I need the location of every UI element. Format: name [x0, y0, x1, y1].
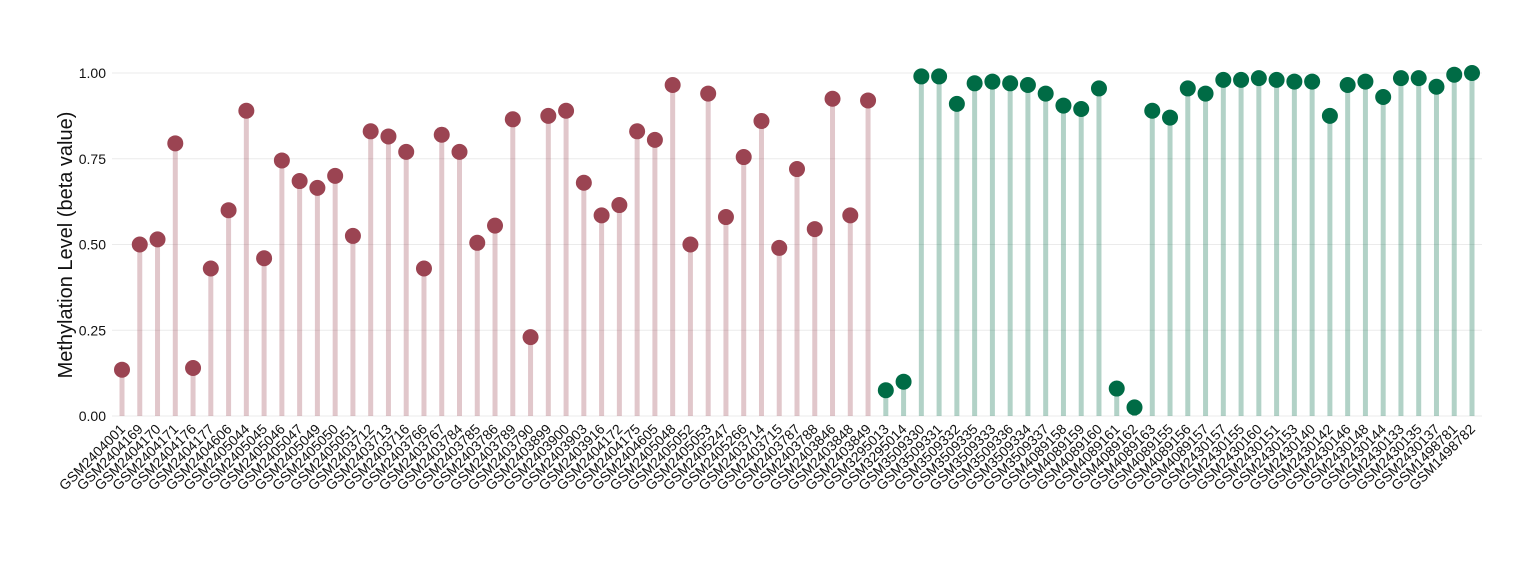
point [1019, 77, 1036, 94]
point [1037, 85, 1054, 102]
point [451, 143, 468, 160]
point [433, 126, 450, 143]
point [700, 85, 717, 102]
point [575, 174, 592, 191]
point [504, 111, 521, 128]
point [629, 123, 646, 140]
point [202, 260, 219, 277]
point [753, 113, 770, 130]
point [238, 102, 255, 119]
point [1233, 71, 1250, 88]
point [682, 236, 699, 253]
point [984, 73, 1001, 90]
point [664, 77, 681, 94]
point [1375, 89, 1392, 106]
point [558, 102, 575, 119]
y-tick-label: 0.00 [79, 408, 106, 424]
point [1144, 102, 1161, 119]
point [1002, 75, 1019, 92]
point [860, 92, 877, 109]
point [771, 239, 788, 256]
point [1179, 80, 1196, 97]
point [540, 107, 557, 124]
point [522, 329, 539, 346]
point [1090, 80, 1107, 97]
point [1215, 71, 1232, 88]
point [149, 231, 166, 248]
point [931, 68, 948, 85]
point [1073, 101, 1090, 118]
point [1446, 66, 1463, 83]
point [913, 68, 930, 85]
point [1304, 73, 1321, 90]
point [1339, 77, 1356, 94]
point [877, 382, 894, 399]
point [1410, 70, 1427, 87]
point [487, 217, 504, 234]
point [380, 128, 397, 145]
point [1464, 65, 1480, 81]
point [1268, 71, 1285, 88]
point [895, 373, 912, 390]
point [1286, 73, 1303, 90]
point [273, 152, 290, 169]
y-tick-label: 0.25 [79, 322, 106, 338]
point [1108, 380, 1125, 397]
point [611, 197, 628, 214]
point [167, 135, 184, 152]
point [185, 359, 202, 376]
point [398, 143, 415, 160]
point [220, 202, 237, 219]
point [309, 179, 326, 196]
point [1392, 70, 1409, 87]
y-axis-label: Methylation Level (beta value) [55, 112, 77, 379]
point [1428, 78, 1445, 95]
point [1162, 109, 1179, 126]
point [131, 236, 148, 253]
point [789, 161, 805, 178]
point [415, 260, 432, 277]
point [362, 123, 379, 140]
point [806, 221, 823, 238]
point [1357, 73, 1374, 90]
point [344, 227, 361, 244]
point [842, 207, 859, 224]
point [735, 149, 752, 166]
y-tick-label: 0.50 [79, 237, 106, 253]
point [1126, 399, 1143, 416]
point [469, 234, 486, 251]
point [1055, 97, 1072, 114]
point [824, 90, 841, 107]
y-tick-label: 1.00 [79, 65, 106, 81]
point [1321, 107, 1338, 124]
point [948, 95, 965, 112]
point [114, 361, 130, 378]
point [1250, 70, 1267, 87]
point [256, 250, 273, 267]
point [717, 209, 734, 226]
point [327, 167, 344, 184]
point [646, 131, 663, 148]
point [1197, 85, 1214, 102]
point [593, 207, 610, 224]
y-tick-label: 0.75 [79, 151, 106, 167]
point [966, 75, 983, 92]
point [291, 173, 308, 190]
